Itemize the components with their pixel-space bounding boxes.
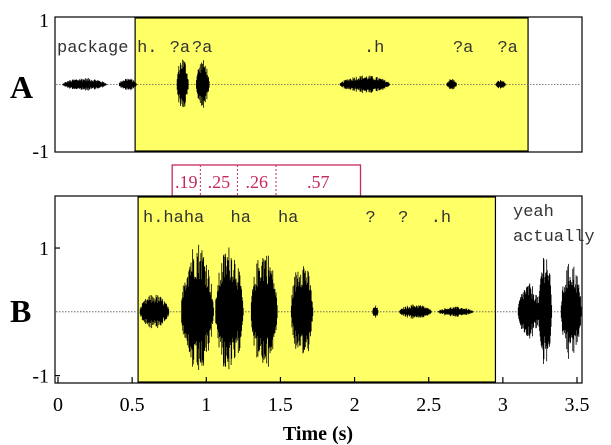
interval-box (171, 164, 362, 197)
panel-a-burst (446, 79, 457, 90)
panel-b-burst (290, 266, 314, 354)
panel-a-ytick-bottom: -1 (32, 141, 49, 163)
panel-a-label: A (10, 69, 33, 105)
transcription-label: h. (137, 39, 157, 58)
transcription-label: .h (431, 209, 451, 228)
y-tick-label: 1 (39, 238, 49, 260)
panel-b-burst (181, 244, 214, 370)
transcription-label: package (57, 39, 128, 58)
panel-b-burst (250, 255, 278, 367)
panel-a-burst (495, 80, 506, 89)
transcription-label: ha (231, 209, 251, 228)
panel-b-burst (437, 306, 474, 317)
panel-b-burst (560, 263, 582, 359)
panel-a-burst (62, 78, 107, 91)
panel-b-label: B (10, 293, 31, 329)
panel-b-burst (139, 294, 170, 329)
x-tick-label: 0 (53, 394, 63, 416)
x-tick-label: 3 (498, 394, 508, 416)
x-tick-label: 3.5 (565, 394, 590, 416)
transcription-label: ? (365, 209, 375, 228)
panel-a-ytick-top: 1 (39, 10, 49, 32)
panel-b: h.haha ha ha?? .h yeah actually B 1 -1 (10, 195, 595, 388)
y-tick-label: -1 (32, 366, 49, 388)
panel-a-burst (339, 75, 391, 94)
transcription-label: ?a (497, 39, 517, 58)
panel-b-burst (517, 283, 541, 339)
panel-b-burst (215, 247, 244, 370)
interval-label: .25 (208, 172, 231, 192)
panel-b-outside-text-1: yeah (513, 203, 554, 222)
panel-b-burst (372, 305, 379, 318)
x-tick-label: 0.5 (120, 394, 145, 416)
panel-a-burst (176, 59, 189, 108)
x-tick-label: 2 (350, 394, 360, 416)
panel-b-waveform (139, 244, 582, 370)
panel-b-burst (399, 304, 432, 319)
interval-annotation: .19 .25 .26 .57 (171, 164, 362, 197)
transcription-label: ?a (192, 39, 212, 58)
x-tick-label: 1.5 (268, 394, 293, 416)
panel-a-burst (118, 78, 137, 91)
x-axis: 0 0.5 1 1.5 2 2.5 3 3.5 (53, 377, 590, 416)
transcription-label: ha (278, 209, 298, 228)
transcription-label: .h (364, 39, 384, 58)
transcription-label: h.haha (143, 209, 204, 228)
transcription-label: ?a (170, 39, 190, 58)
panel-b-transcription: h.haha ha ha?? .h (143, 209, 451, 228)
x-tick-label: 2.5 (416, 394, 441, 416)
panel-b-burst (538, 258, 553, 364)
panel-a: package h. ?a ?a .h ?a ?a A 1 -1 (10, 10, 583, 163)
x-tick-label: 1 (201, 394, 211, 416)
transcription-label: ?a (453, 39, 473, 58)
interval-label: .26 (245, 172, 268, 192)
interval-label: .19 (175, 172, 198, 192)
x-axis-label: Time (s) (283, 423, 353, 445)
panel-a-burst (196, 60, 210, 108)
interval-label: .57 (307, 172, 330, 192)
panel-a-waveform (62, 59, 506, 108)
transcription-label: ? (398, 209, 408, 228)
panel-b-outside-text-2: actually (513, 228, 595, 247)
panel-a-transcription: package h. ?a ?a .h ?a ?a (57, 39, 518, 58)
panel-b-y-ticks: 1 -1 (32, 238, 60, 388)
